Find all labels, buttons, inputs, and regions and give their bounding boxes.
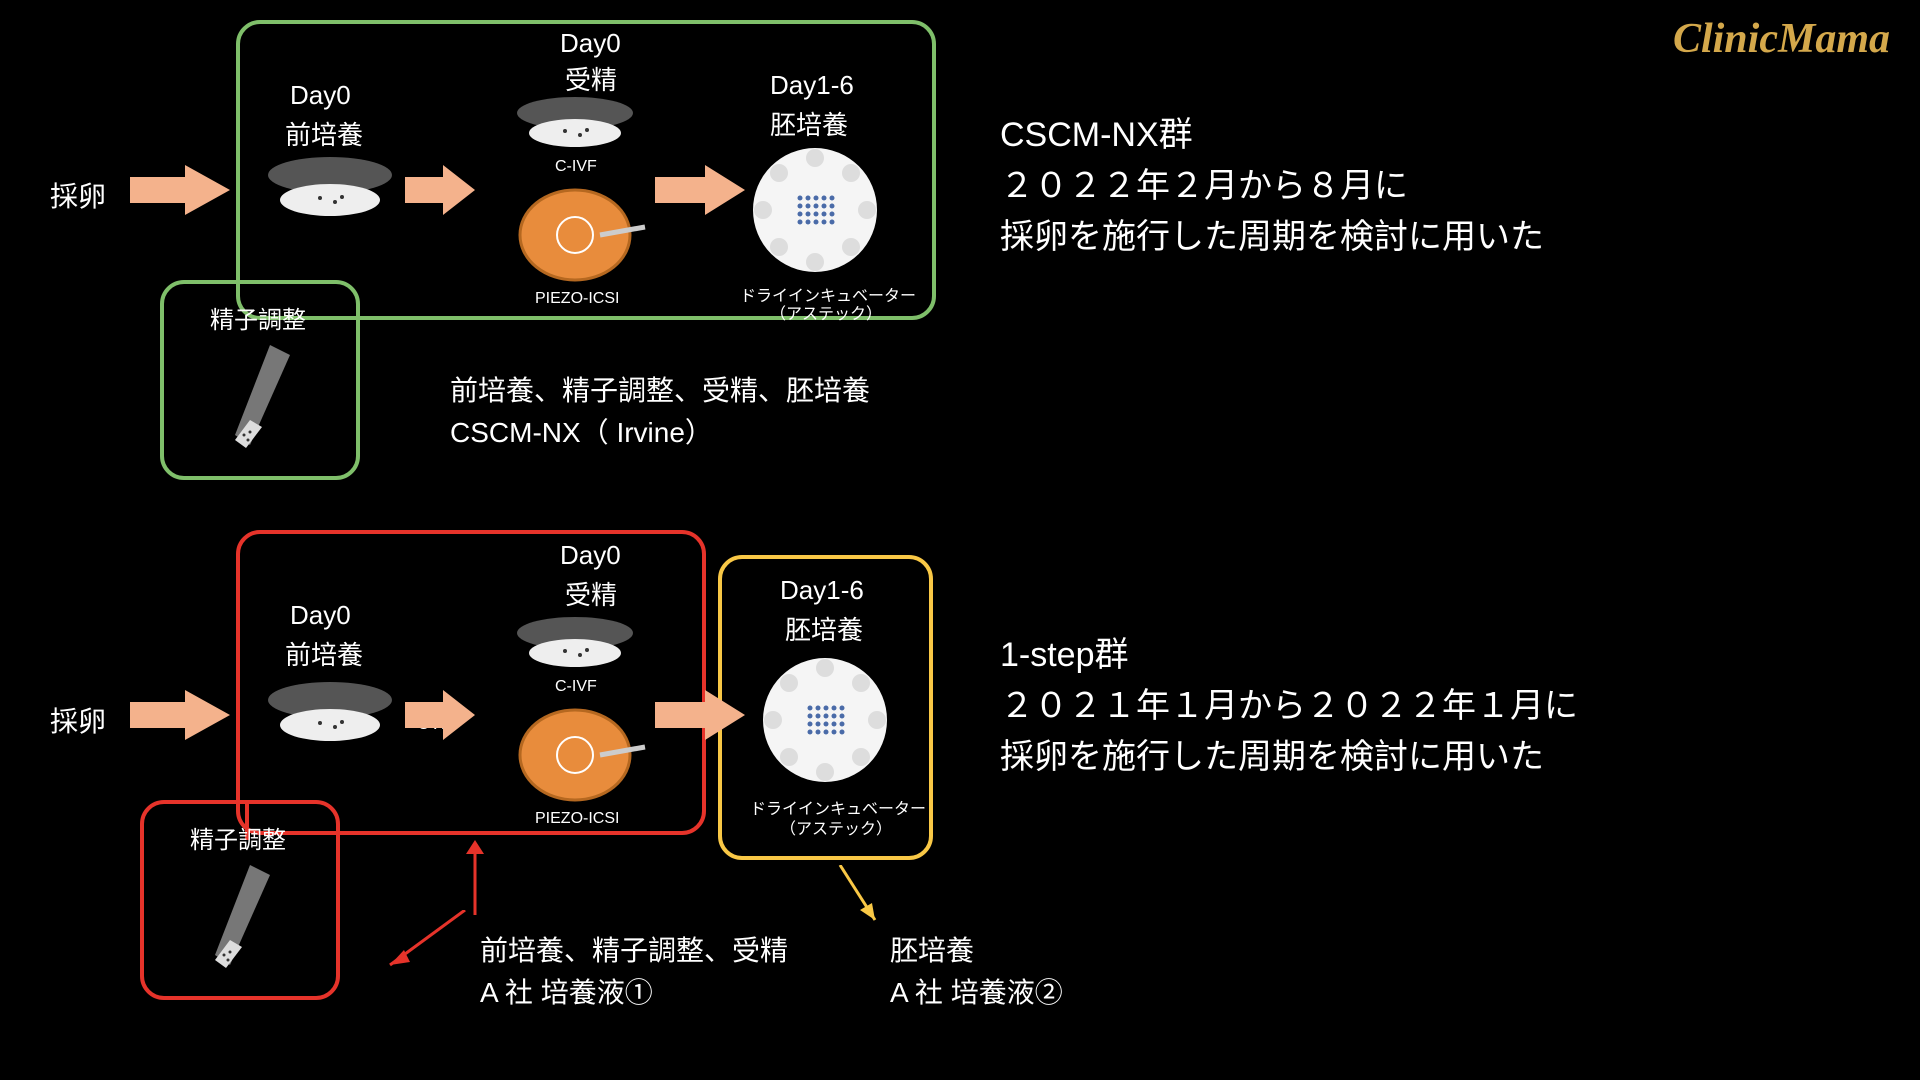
arrow-icon bbox=[130, 690, 230, 740]
top-sperm-label: 精子調整 bbox=[210, 300, 306, 335]
bottom-civf-label: C-IVF bbox=[555, 678, 597, 696]
bottom-piezo-label: PIEZO-ICSI bbox=[535, 810, 619, 828]
top-desc-line3: 採卵を施行した周期を検討に用いた bbox=[1000, 212, 1544, 263]
yellow-arrow-icon bbox=[830, 865, 890, 935]
red-arrow-icon bbox=[370, 910, 470, 990]
top-day0-fert-title2: 受精 bbox=[565, 60, 617, 97]
arrow-icon bbox=[405, 165, 475, 215]
top-egg-collection-label: 採卵 bbox=[50, 175, 106, 215]
bottom-day0-pre-title2: 前培養 bbox=[285, 635, 363, 672]
incubator-icon bbox=[755, 650, 895, 795]
top-day0-fert-title1: Day0 bbox=[560, 28, 621, 59]
logo: ClinicMama bbox=[1673, 15, 1890, 63]
top-piezo-label: PIEZO-ICSI bbox=[535, 290, 619, 308]
bottom-sub-right-line2: A 社 培養液② bbox=[890, 972, 1063, 1014]
arrow-icon bbox=[405, 690, 475, 740]
bottom-day0-pre-title1: Day0 bbox=[290, 600, 351, 631]
top-sub-line1: 前培養、精子調整、受精、胚培養 bbox=[450, 370, 870, 412]
incubator-icon bbox=[745, 140, 885, 285]
arrow-icon bbox=[655, 165, 745, 215]
top-group-desc: CSCM-NX群 ２０２２年２月から８月に 採卵を施行した周期を検討に用いた bbox=[1000, 110, 1544, 263]
top-desc-line1: CSCM-NX群 bbox=[1000, 110, 1544, 161]
bottom-day0-fert-title2: 受精 bbox=[565, 575, 617, 612]
bottom-incubator-label2: （アステック） bbox=[780, 815, 892, 839]
bottom-sub-right-line1: 胚培養 bbox=[890, 930, 1063, 972]
bottom-desc-line3: 採卵を施行した周期を検討に用いた bbox=[1000, 732, 1578, 783]
dish-icon bbox=[510, 705, 650, 810]
bottom-sub-left-line2: A 社 培養液① bbox=[480, 972, 788, 1014]
bottom-sub-left-line1: 前培養、精子調整、受精 bbox=[480, 930, 788, 972]
bottom-day16-title1: Day1-6 bbox=[780, 575, 864, 606]
bottom-egg-collection-label: 採卵 bbox=[50, 700, 106, 740]
bottom-group-desc: 1-step群 ２０２１年１月から２０２２年１月に 採卵を施行した周期を検討に用… bbox=[1000, 630, 1578, 783]
top-day0-pre-title2: 前培養 bbox=[285, 115, 363, 152]
arrow-icon bbox=[655, 690, 745, 740]
bottom-sub-left: 前培養、精子調整、受精 A 社 培養液① bbox=[480, 930, 788, 1014]
top-sub-desc: 前培養、精子調整、受精、胚培養 CSCM-NX（ Irvine） bbox=[450, 370, 870, 454]
top-civf-label: C-IVF bbox=[555, 158, 597, 176]
bottom-desc-line2: ２０２１年１月から２０２２年１月に bbox=[1000, 681, 1578, 732]
dish-icon bbox=[510, 185, 650, 290]
top-day16-title2: 胚培養 bbox=[770, 105, 848, 142]
dish-icon bbox=[260, 680, 400, 755]
top-day0-pre-title1: Day0 bbox=[290, 80, 351, 111]
arrow-icon bbox=[130, 165, 230, 215]
dish-icon bbox=[505, 95, 645, 160]
red-up-arrow-icon bbox=[460, 840, 490, 920]
top-incubator-label2: （アステック） bbox=[770, 300, 882, 324]
dish-icon bbox=[260, 155, 400, 230]
bottom-day0-fert-title1: Day0 bbox=[560, 540, 621, 571]
top-day16-title1: Day1-6 bbox=[770, 70, 854, 101]
bottom-day16-title2: 胚培養 bbox=[785, 610, 863, 647]
top-sub-line2: CSCM-NX（ Irvine） bbox=[450, 412, 870, 454]
top-desc-line2: ２０２２年２月から８月に bbox=[1000, 161, 1544, 212]
dish-icon bbox=[505, 615, 645, 680]
bottom-sub-right: 胚培養 A 社 培養液② bbox=[890, 930, 1063, 1014]
bottom-sperm-label: 精子調整 bbox=[190, 820, 286, 855]
bottom-desc-line1: 1-step群 bbox=[1000, 630, 1578, 681]
tube-icon bbox=[200, 860, 280, 985]
tube-icon bbox=[220, 340, 300, 465]
